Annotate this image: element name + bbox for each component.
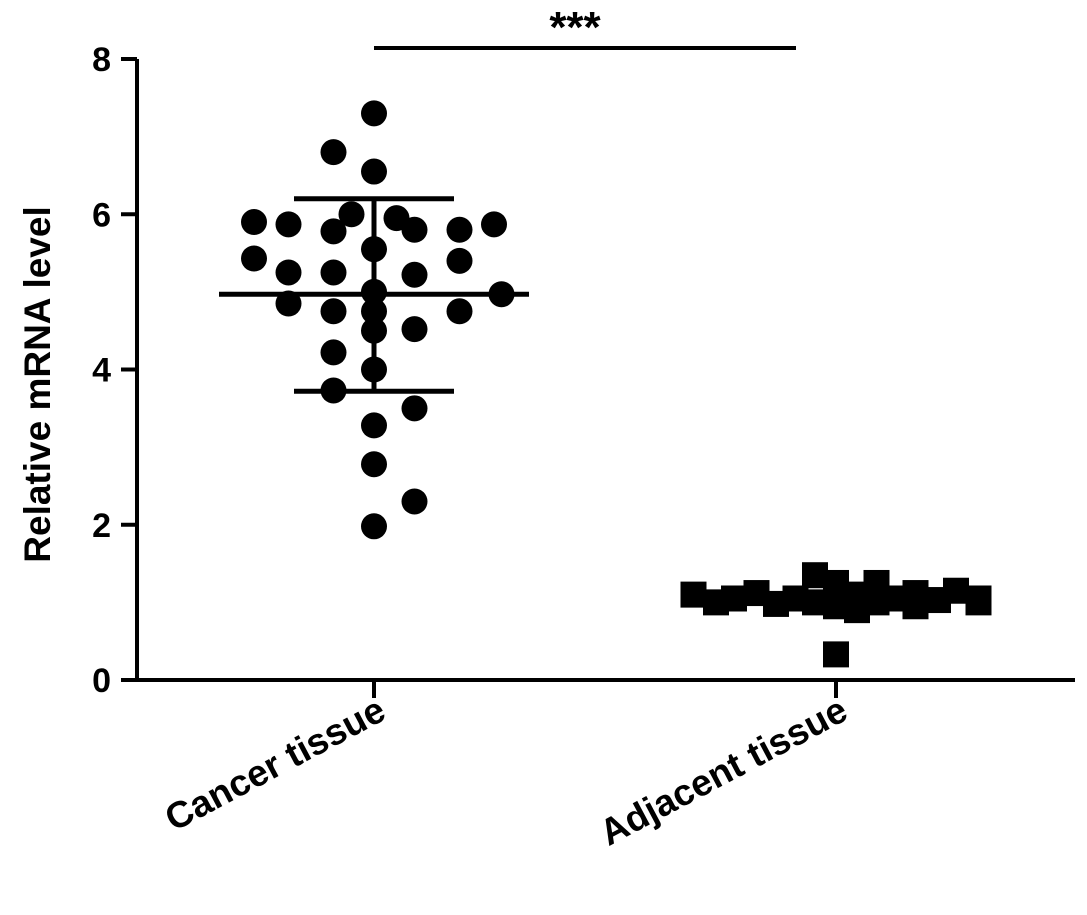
data-point xyxy=(361,412,387,439)
x-category-label: Cancer tissue xyxy=(158,689,392,839)
axes-layer xyxy=(121,57,1075,698)
data-point xyxy=(338,201,365,228)
labels-layer: 0 2 4 6 8 Cancer tissue Adjacent tissue Relativ… xyxy=(17,3,854,853)
data-point xyxy=(361,100,387,127)
data-point xyxy=(320,259,347,286)
data-point xyxy=(275,259,302,286)
y-axis-title: Relative mRNA level xyxy=(17,206,58,562)
data-point xyxy=(275,211,302,238)
data-point xyxy=(320,339,347,366)
data-point xyxy=(361,451,387,478)
points-layer xyxy=(241,100,992,668)
y-tick-label: 6 xyxy=(92,196,111,234)
y-tick-label: 8 xyxy=(92,41,111,79)
x-category-label: Adjacent tissue xyxy=(593,689,854,854)
data-point xyxy=(446,216,473,243)
y-tick-label: 4 xyxy=(92,352,111,390)
data-point xyxy=(680,581,707,608)
y-tick-label: 2 xyxy=(92,507,111,545)
data-point xyxy=(401,261,428,288)
stats-layer xyxy=(219,46,986,608)
y-tick-label: 0 xyxy=(92,662,111,700)
data-point xyxy=(823,641,849,668)
data-point xyxy=(361,513,387,540)
data-point xyxy=(481,211,507,238)
data-point xyxy=(401,395,428,422)
data-point xyxy=(241,209,267,236)
data-point xyxy=(446,298,473,325)
data-point xyxy=(241,245,267,272)
data-point xyxy=(401,216,428,243)
data-point xyxy=(320,139,347,166)
data-point xyxy=(275,290,302,317)
data-point xyxy=(320,298,347,325)
data-point xyxy=(401,316,428,343)
data-point xyxy=(446,247,473,274)
data-point xyxy=(320,218,347,245)
data-point xyxy=(361,158,387,185)
significance-label: *** xyxy=(549,3,601,52)
data-point xyxy=(401,488,428,515)
data-point xyxy=(902,593,929,620)
